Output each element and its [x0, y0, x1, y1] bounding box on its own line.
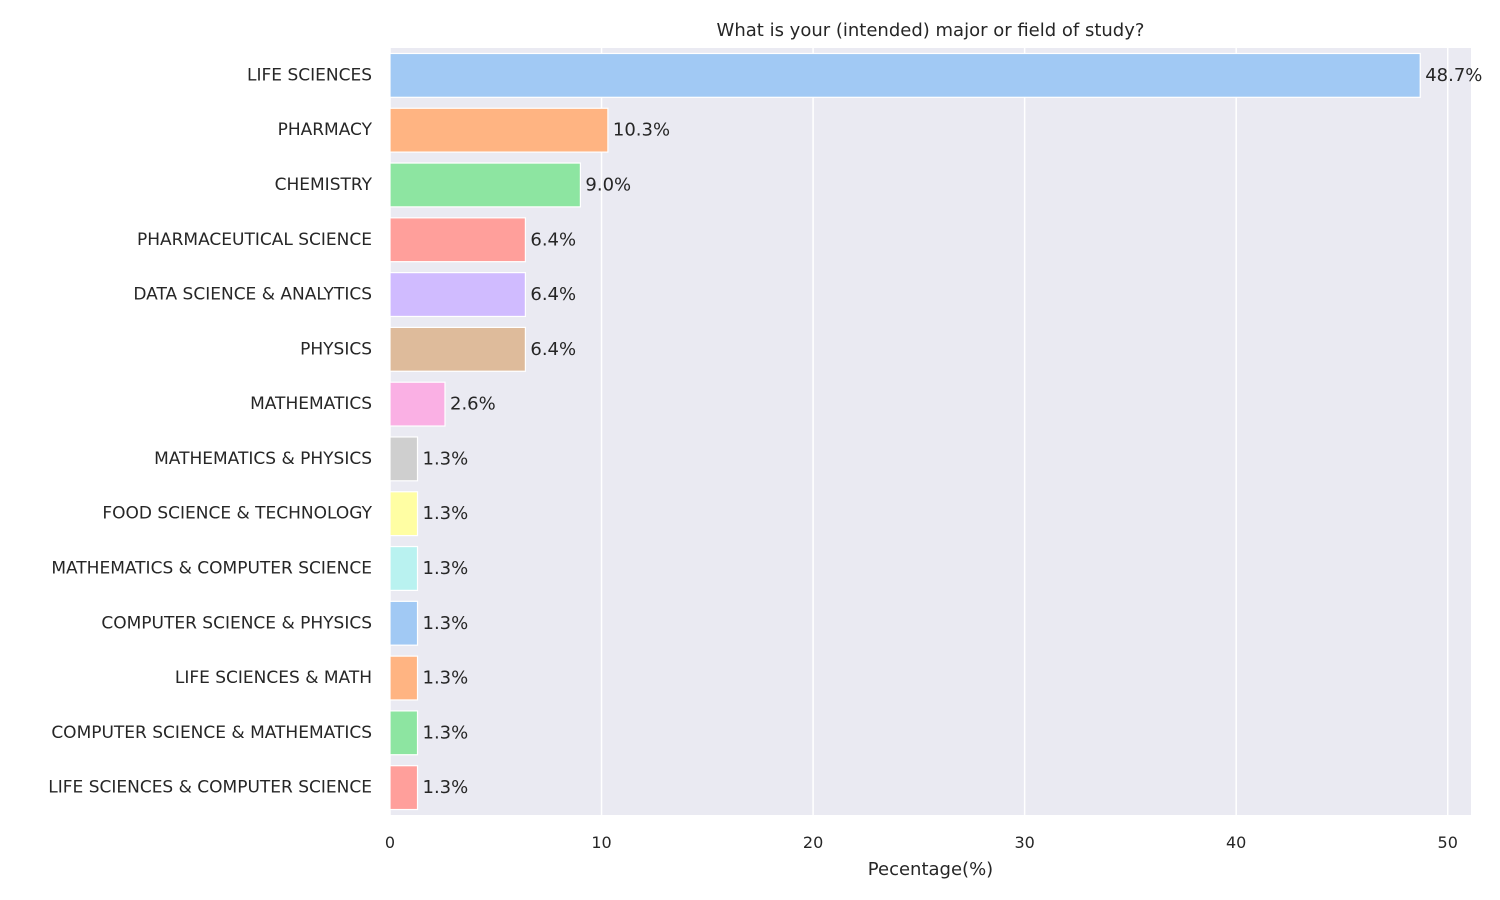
bar: [389, 600, 419, 646]
bar-data-label: 1.3%: [423, 668, 469, 689]
category-label: LIFE SCIENCES & COMPUTER SCIENCE: [48, 778, 372, 798]
category-label: LIFE SCIENCES & MATH: [175, 668, 372, 688]
bar-data-label: 6.4%: [530, 339, 576, 360]
category-label: MATHEMATICS & PHYSICS: [154, 449, 372, 469]
bar-data-label: 1.3%: [423, 448, 469, 469]
category-label: MATHEMATICS: [250, 394, 372, 414]
category-label: LIFE SCIENCES: [247, 65, 372, 85]
category-label: COMPUTER SCIENCE & MATHEMATICS: [51, 723, 372, 743]
bar-data-label: 10.3%: [613, 120, 670, 141]
data-labels: 48.7% 10.3% 9.0% 6.4% 6.4% 6.4% 2.6% 1.3% 1.3% 1.…: [423, 65, 1483, 798]
bar: [389, 381, 446, 427]
bar-data-label: 1.3%: [423, 558, 469, 579]
category-label: MATHEMATICS & COMPUTER SCIENCE: [51, 558, 372, 578]
x-axis-label: Pecentage(%): [868, 859, 993, 880]
x-tick-label: 0: [385, 833, 395, 852]
bar: [389, 52, 1421, 98]
x-tick-label: 50: [1438, 833, 1458, 852]
bar: [389, 436, 419, 482]
x-tick-label: 40: [1226, 833, 1246, 852]
bar: [389, 326, 526, 372]
bar: [389, 655, 419, 701]
x-tick-label: 30: [1014, 833, 1034, 852]
bar: [389, 765, 419, 811]
bar-data-label: 2.6%: [450, 394, 496, 415]
bar-data-label: 6.4%: [530, 229, 576, 250]
bar: [389, 272, 526, 318]
x-tick-label: 10: [591, 833, 611, 852]
bar-data-label: 48.7%: [1425, 65, 1482, 86]
bar-data-label: 1.3%: [423, 777, 469, 798]
category-labels: LIFE SCIENCES PHARMACY CHEMISTRY PHARMACEUT…: [48, 65, 372, 797]
bar-data-label: 1.3%: [423, 503, 469, 524]
bar: [389, 107, 609, 153]
chart-title: What is your (intended) major or field o…: [717, 20, 1145, 41]
category-label: PHARMACEUTICAL SCIENCE: [137, 230, 372, 250]
bar: [389, 491, 419, 537]
category-label: PHYSICS: [300, 339, 372, 359]
bar: [389, 710, 419, 756]
x-tick-label: 20: [803, 833, 823, 852]
category-label: PHARMACY: [278, 120, 373, 140]
category-label: CHEMISTRY: [275, 175, 373, 195]
bar-data-label: 1.3%: [423, 722, 469, 743]
category-label: COMPUTER SCIENCE & PHYSICS: [101, 613, 372, 633]
bars: [389, 52, 1421, 811]
bar: [389, 162, 581, 208]
bar: [389, 217, 526, 263]
category-label: DATA SCIENCE & ANALYTICS: [133, 285, 372, 305]
bar-data-label: 1.3%: [423, 613, 469, 634]
bar-data-label: 9.0%: [585, 174, 631, 195]
bar: [389, 545, 419, 591]
x-tick-labels: 0 10 20 30 40 50: [385, 833, 1458, 852]
category-label: FOOD SCIENCE & TECHNOLOGY: [102, 504, 372, 524]
bar-data-label: 6.4%: [530, 284, 576, 305]
